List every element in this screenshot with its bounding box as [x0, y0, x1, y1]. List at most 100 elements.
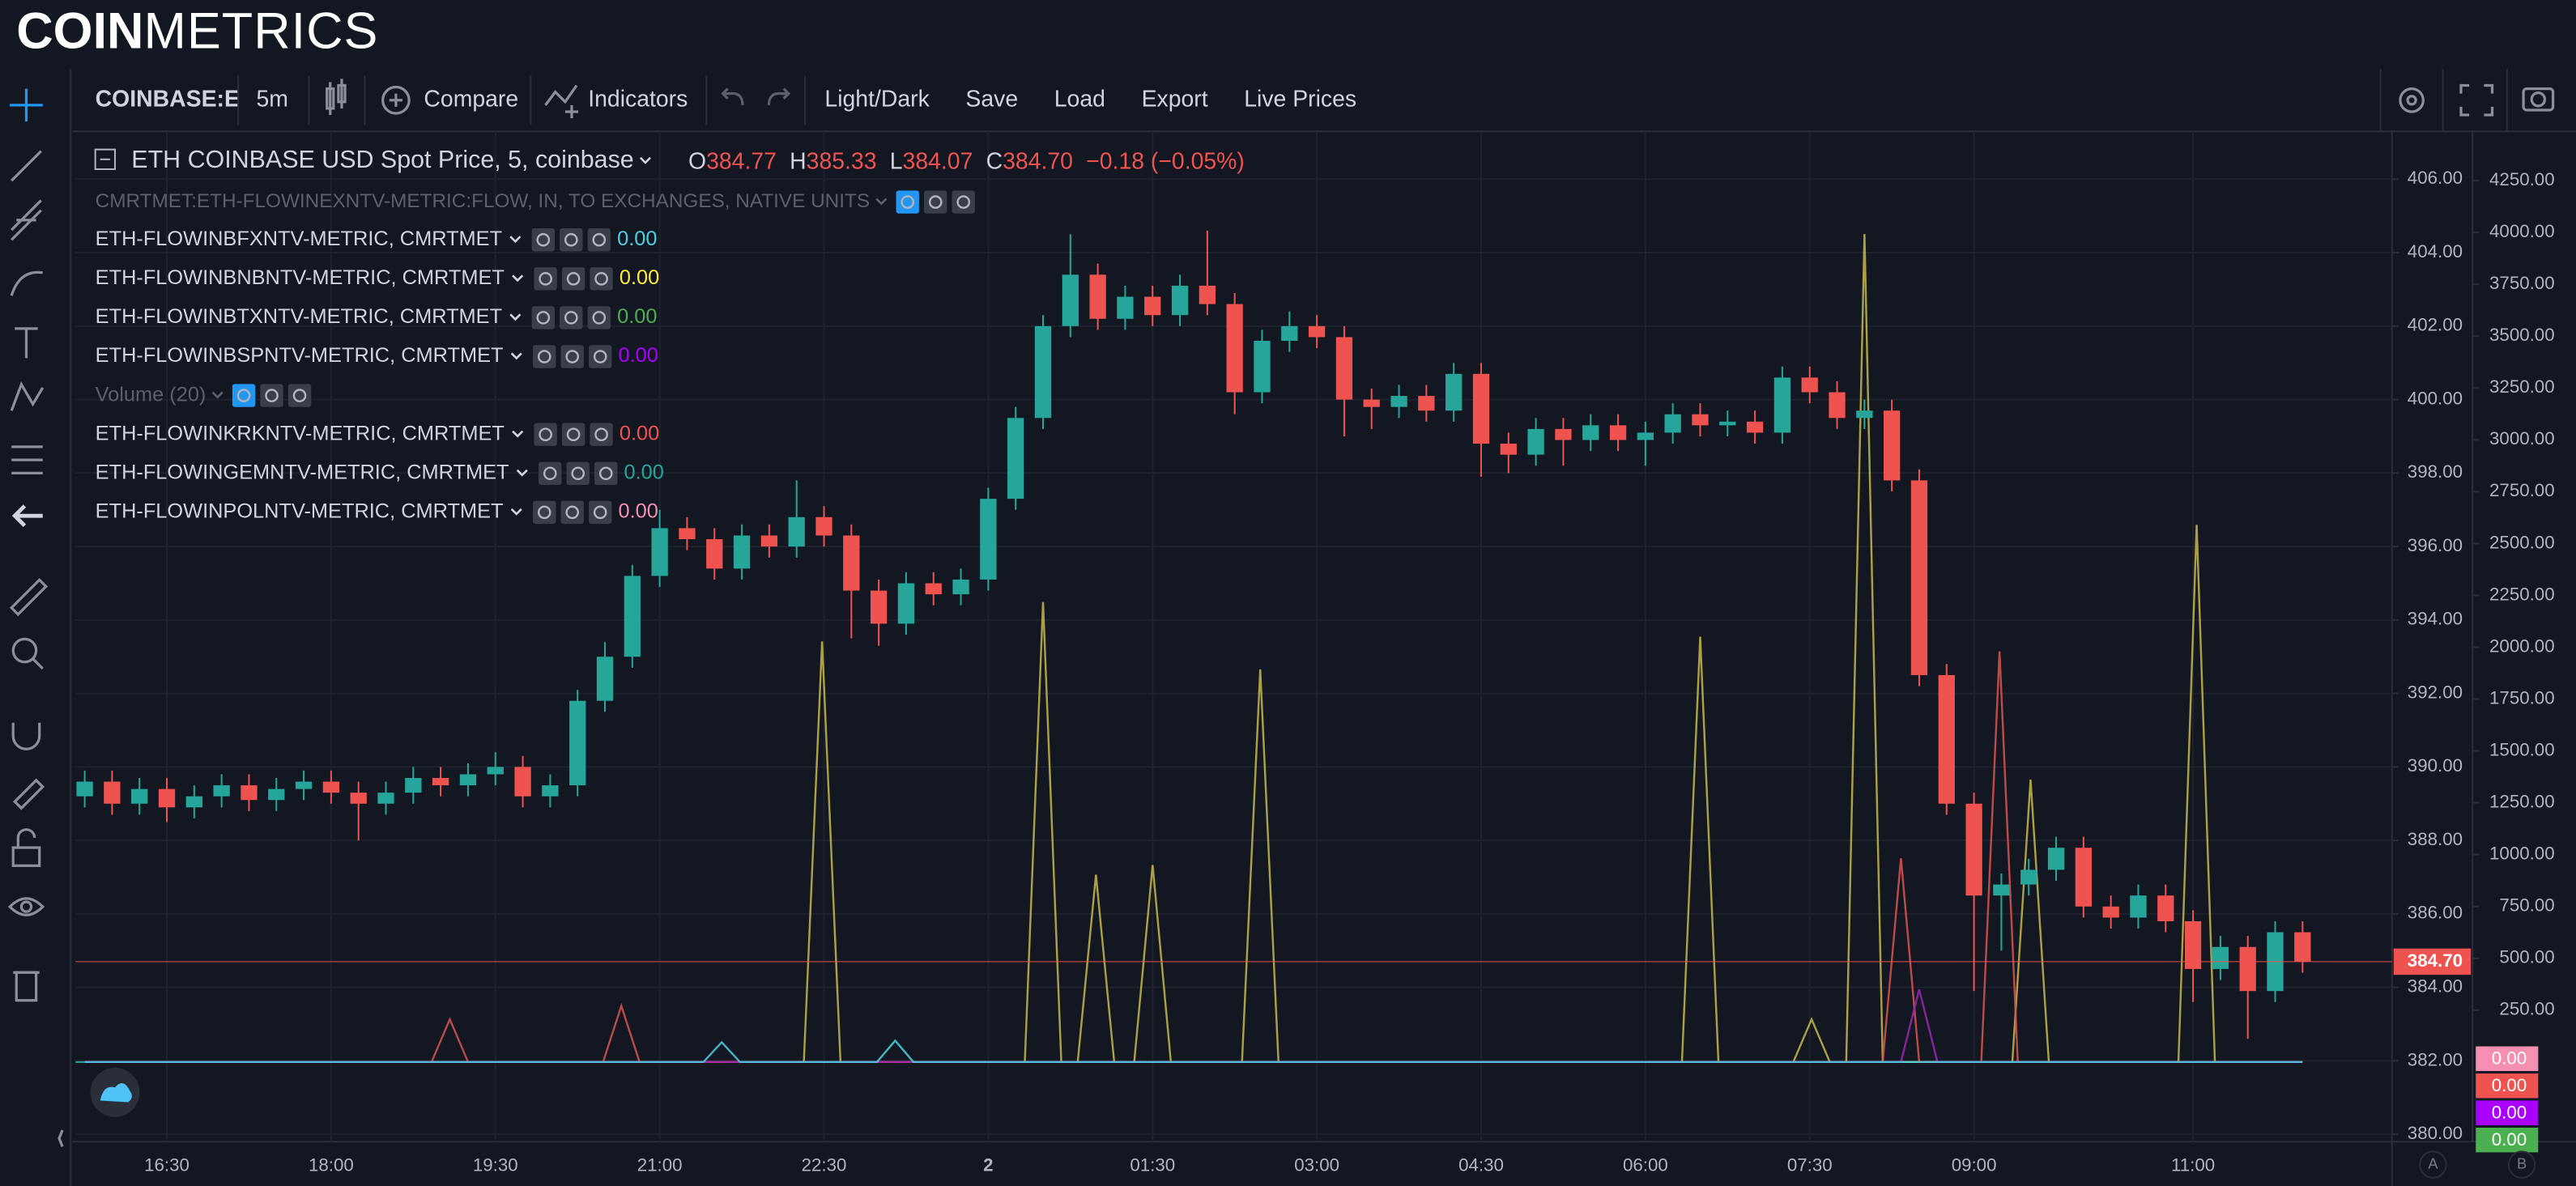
candle-body: [1472, 373, 1490, 444]
compare-button[interactable]: Compare: [424, 86, 518, 112]
y2-tick-label: 500.00: [2499, 947, 2554, 967]
legend-eye-button[interactable]: [533, 345, 556, 368]
toolbar-button[interactable]: Live Prices: [1244, 86, 1356, 112]
legend-icon-glyph: [536, 311, 551, 325]
interval-button[interactable]: 5m: [256, 86, 287, 112]
legend-icon-glyph: [565, 505, 580, 520]
chart-type-button[interactable]: [326, 79, 347, 116]
legend-icon-glyph: [594, 427, 608, 442]
fullscreen-button[interactable]: [2459, 83, 2494, 117]
indicator-value: 0.00: [617, 305, 657, 328]
legend-settings-button[interactable]: [560, 228, 583, 252]
y2-badge-label: 0.00: [2492, 1048, 2527, 1069]
candle-body: [2184, 920, 2202, 969]
symbol-button[interactable]: COINBASE:E: [96, 86, 240, 112]
legend-remove-button[interactable]: [587, 306, 611, 329]
legend-eye-button[interactable]: [531, 228, 556, 252]
legend-eye-button[interactable]: [534, 267, 557, 291]
undo-redo[interactable]: [721, 87, 791, 105]
dropdown-chevron[interactable]: [512, 274, 524, 283]
candle-body: [760, 535, 778, 547]
y2-tick-label: 3250.00: [2489, 376, 2555, 397]
dropdown-chevron[interactable]: [509, 313, 522, 321]
dropdown-chevron[interactable]: [516, 469, 528, 477]
legend-eye-button[interactable]: [539, 461, 562, 485]
indicator-value: 0.00: [617, 227, 657, 250]
snapshot-button[interactable]: [2522, 87, 2555, 112]
collapse-button[interactable]: [57, 1129, 64, 1147]
toolbar-button[interactable]: Load: [1054, 86, 1105, 112]
candle-body: [350, 793, 367, 804]
dropdown-chevron[interactable]: [510, 352, 522, 360]
candle-body: [1500, 444, 1517, 455]
candle-body: [1199, 285, 1216, 304]
candle-body: [2047, 848, 2065, 870]
scale-button[interactable]: [2419, 1150, 2447, 1179]
candle-body: [1856, 410, 1873, 419]
legend-remove-button[interactable]: [590, 267, 613, 291]
dropdown-chevron[interactable]: [509, 236, 522, 244]
collapse-legend[interactable]: [94, 148, 117, 171]
legend-eye-button[interactable]: [533, 500, 556, 525]
candle-body: [1144, 296, 1161, 316]
legend-remove-button[interactable]: [590, 423, 613, 446]
toolbar-button[interactable]: Export: [1142, 86, 1208, 112]
scale-button-label: A: [2428, 1154, 2438, 1171]
legend-settings-button[interactable]: [560, 345, 584, 368]
scale-button[interactable]: [2507, 1150, 2536, 1179]
dropdown-chevron[interactable]: [512, 430, 524, 438]
candle-body: [1390, 396, 1407, 407]
candle-body: [1555, 428, 1572, 440]
x-tick-label: 22:30: [802, 1155, 847, 1175]
legend-settings-button[interactable]: [924, 190, 947, 214]
x-tick-label: 16:30: [144, 1155, 189, 1175]
candle-body: [1007, 418, 1024, 499]
dropdown-chevron[interactable]: [211, 391, 224, 399]
scale-button-label: B: [2517, 1154, 2527, 1171]
ohlc-key: L: [890, 148, 903, 174]
y2-tick-label: 2250.00: [2489, 584, 2555, 604]
settings-button[interactable]: [2399, 87, 2425, 113]
legend-settings-button[interactable]: [561, 423, 585, 446]
legend-remove-button[interactable]: [589, 500, 612, 525]
legend-settings-button[interactable]: [566, 461, 590, 485]
legend-remove-button[interactable]: [594, 461, 618, 485]
legend-icon-glyph: [537, 350, 551, 363]
indicator-name: ETH-FLOWINPOLNTV-METRIC, CMRTMET: [96, 500, 504, 523]
candle-body: [952, 579, 969, 595]
legend-eye-button[interactable]: [896, 190, 919, 214]
candle-body: [322, 781, 340, 793]
legend-eye-button[interactable]: [534, 423, 557, 446]
plot-area: [75, 230, 2392, 1064]
indicator-name: ETH-FLOWINBTXNTV-METRIC, CMRTMET: [96, 305, 502, 328]
toolbar-button[interactable]: Save: [965, 86, 1018, 112]
legend-eye-button[interactable]: [232, 384, 256, 407]
candle-body: [459, 774, 477, 786]
indicator-value: 0.00: [620, 422, 659, 444]
dropdown-chevron[interactable]: [510, 508, 522, 516]
legend-remove-button[interactable]: [287, 384, 312, 407]
legend-settings-button[interactable]: [560, 306, 583, 329]
legend-settings-button[interactable]: [560, 500, 584, 525]
dropdown-chevron[interactable]: [875, 198, 888, 206]
candle-body: [596, 657, 614, 701]
dropdown-chevron[interactable]: [639, 156, 651, 164]
legend-remove-button[interactable]: [589, 345, 612, 368]
candle-body: [295, 781, 313, 789]
y2-tick-label: 4000.00: [2489, 221, 2555, 241]
y-tick-label: 398.00: [2408, 461, 2463, 482]
legend-eye-button[interactable]: [531, 306, 556, 329]
toolbar-button[interactable]: Light/Dark: [824, 86, 930, 112]
logo: COINMETRICS: [16, 2, 378, 59]
drawing-tools[interactable]: [7, 88, 49, 1002]
legend-settings-button[interactable]: [561, 267, 585, 291]
study-title: CMRTMET:ETH-FLOWINEXNTV-METRIC:FLOW, IN,…: [96, 190, 870, 212]
legend-settings-button[interactable]: [260, 384, 283, 407]
candle-body: [1226, 304, 1243, 393]
candle-body: [1773, 377, 1791, 433]
legend-remove-button[interactable]: [952, 190, 975, 214]
candle-body: [1254, 340, 1271, 393]
legend-remove-button[interactable]: [587, 228, 611, 252]
indicators-button[interactable]: Indicators: [588, 86, 688, 112]
